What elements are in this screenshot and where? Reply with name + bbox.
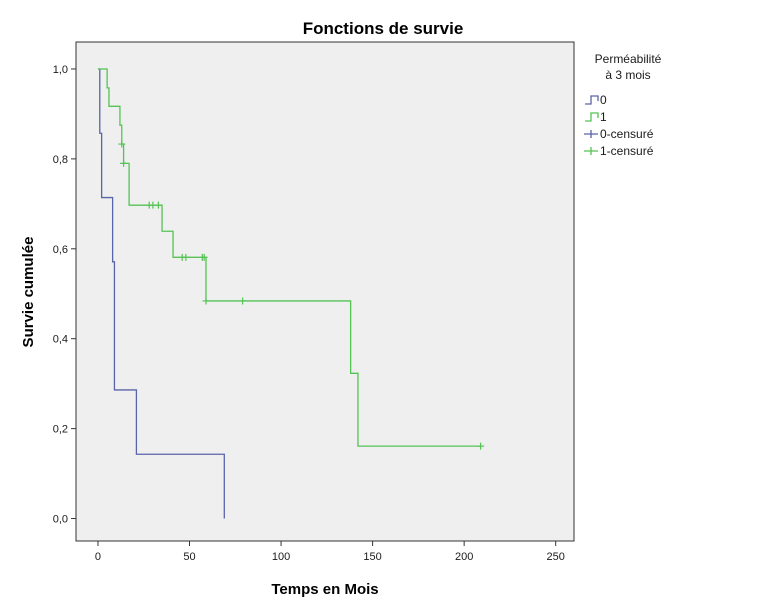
legend-swatch-censor bbox=[584, 147, 598, 155]
x-axis-title: Temps en Mois bbox=[271, 581, 378, 598]
y-tick-label: 0,2 bbox=[53, 424, 68, 436]
legend-label: 0-censuré bbox=[600, 127, 654, 141]
censor-mark-1 bbox=[118, 140, 126, 148]
x-tick-label: 150 bbox=[363, 551, 381, 563]
survival-curve-0 bbox=[97, 68, 225, 519]
censor-mark-1 bbox=[154, 201, 162, 209]
legend-label: 1 bbox=[600, 110, 607, 124]
censor-mark-1 bbox=[200, 253, 208, 261]
plot-area bbox=[75, 41, 575, 542]
series-layer bbox=[97, 68, 485, 519]
censor-mark-1 bbox=[120, 159, 128, 167]
y-axis-title: Survie cumulée bbox=[20, 237, 37, 348]
x-tick-label: 50 bbox=[183, 551, 195, 563]
legend-swatch-step bbox=[585, 95, 599, 105]
legend-title-line-2: à 3 mois bbox=[605, 68, 650, 82]
legend-label: 0 bbox=[600, 93, 607, 107]
y-axis: 0,0 0,2 0,4 0,6 0,8 1,0 bbox=[53, 64, 76, 526]
y-tick-label: 0,8 bbox=[53, 154, 68, 166]
chart-title: Fonctions de survie bbox=[303, 19, 464, 38]
censor-mark-1 bbox=[182, 253, 190, 261]
legend: Perméabilité à 3 mois 0 1 0-censuré 1-censu… bbox=[584, 52, 662, 158]
y-tick-label: 0,0 bbox=[53, 514, 68, 526]
legend-swatch-censor bbox=[584, 130, 598, 138]
x-tick-label: 0 bbox=[95, 551, 101, 563]
legend-label: 1-censuré bbox=[600, 144, 654, 158]
x-tick-label: 100 bbox=[272, 551, 290, 563]
censor-mark-1 bbox=[202, 297, 210, 305]
y-tick-label: 0,4 bbox=[53, 334, 68, 346]
y-tick-label: 0,6 bbox=[53, 244, 68, 256]
x-tick-label: 200 bbox=[455, 551, 473, 563]
legend-swatch-step bbox=[585, 112, 599, 122]
survival-curve-1 bbox=[97, 68, 481, 447]
legend-title-line-1: Perméabilité bbox=[595, 52, 662, 66]
x-tick-label: 250 bbox=[547, 551, 565, 563]
y-tick-label: 1,0 bbox=[53, 64, 68, 76]
x-axis: 0 50 100 150 200 250 bbox=[95, 541, 565, 563]
censor-mark-1 bbox=[239, 297, 247, 305]
censor-mark-1 bbox=[477, 442, 485, 450]
